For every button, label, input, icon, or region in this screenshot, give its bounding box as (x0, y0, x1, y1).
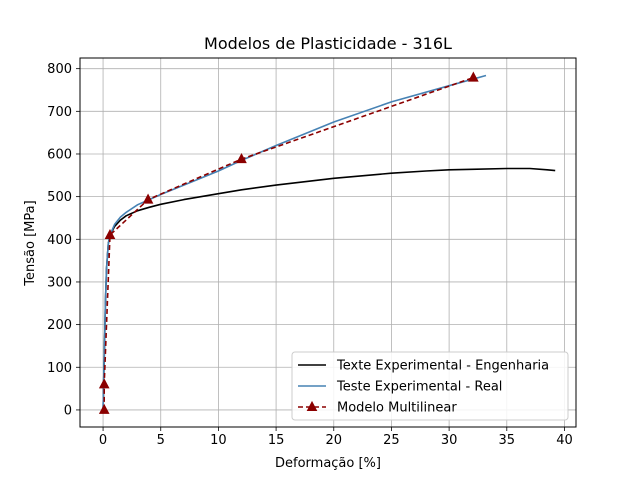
data-point-marker (468, 71, 479, 82)
legend-box (291, 351, 569, 421)
x-axis-label: Deformação [%] (275, 456, 381, 471)
series-modelo-multilinear (98, 71, 479, 414)
y-tick-label: 700 (47, 105, 72, 120)
data-point-marker (142, 193, 154, 204)
x-tick-label: 15 (268, 433, 285, 448)
y-axis-label: Tensão [MPa] (23, 200, 38, 286)
x-tick-label: 5 (157, 433, 165, 448)
legend-label: Modelo Multilinear (337, 401, 457, 416)
legend-label: Teste Experimental - Real (336, 380, 502, 395)
x-tick-label: 20 (325, 433, 342, 448)
y-tick-label: 500 (47, 190, 72, 205)
data-point-marker (98, 403, 110, 414)
y-tick-label: 100 (47, 361, 72, 376)
legend-entry: Texte Experimental - Engenharia (298, 359, 549, 374)
series-teste-experimental-real (102, 74, 487, 410)
y-tick-label: 300 (47, 275, 72, 290)
y-tick-label: 400 (47, 233, 72, 248)
data-point-marker (98, 378, 110, 389)
x-tick-label: 40 (556, 433, 573, 448)
y-tick-label: 0 (64, 403, 72, 418)
legend-entry: Modelo Multilinear (298, 401, 457, 416)
x-tick-label: 25 (383, 433, 400, 448)
legend: Texte Experimental - Engenharia Teste Exp… (291, 351, 569, 421)
data-point-marker (236, 153, 247, 164)
plot-frame (79, 57, 577, 428)
y-tick-label: 800 (47, 62, 72, 77)
data-point-marker (104, 228, 116, 240)
plot-series (98, 71, 556, 414)
series-line (102, 74, 487, 410)
legend-marker-sample (306, 400, 318, 411)
series-line (103, 76, 474, 410)
x-tick-label: 0 (99, 433, 107, 448)
legend-label: Texte Experimental - Engenharia (336, 359, 549, 374)
y-tick-label: 200 (47, 318, 72, 333)
chart-title: Modelos de Plasticidade - 316L (204, 34, 452, 53)
axis-ticks: 0 5 10 15 20 25 30 35 40010020030040050060070080… (47, 62, 573, 448)
y-tick-label: 600 (47, 147, 72, 162)
legend-entry: Teste Experimental - Real (298, 380, 502, 395)
x-tick-label: 35 (499, 433, 516, 448)
x-tick-label: 10 (210, 433, 227, 448)
x-tick-label: 30 (441, 433, 458, 448)
